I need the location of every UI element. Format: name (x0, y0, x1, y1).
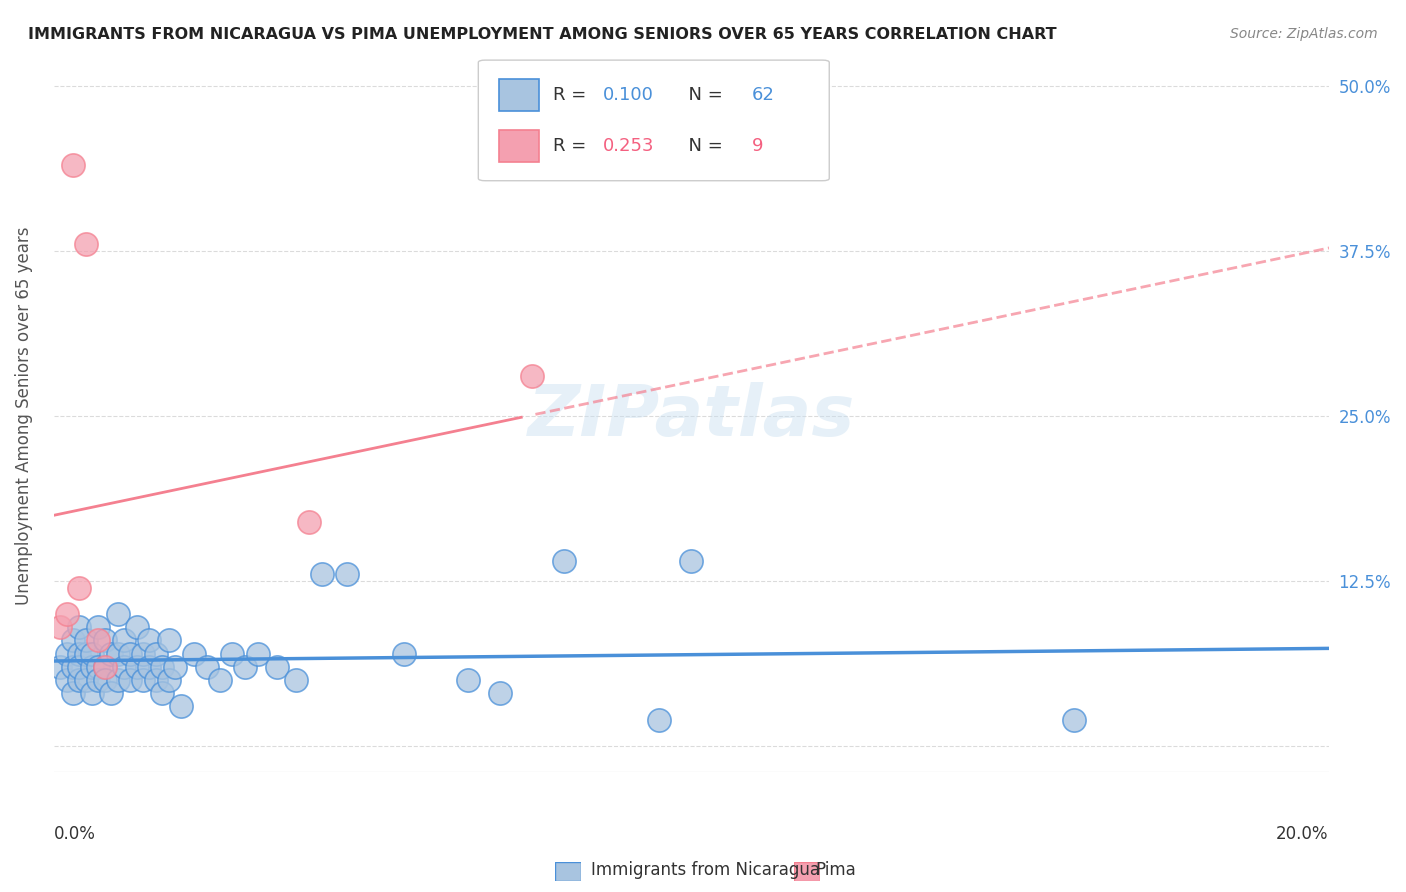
Point (67, 673, 90, 687)
Point (195, 660, 218, 674)
Point (208, 673, 231, 687)
Point (157, 673, 180, 687)
FancyBboxPatch shape (499, 129, 538, 162)
Point (489, 686, 512, 700)
Text: ZIPatlas: ZIPatlas (527, 382, 855, 450)
Point (49, 620, 72, 634)
Point (62, 660, 84, 674)
Point (107, 607, 129, 621)
Point (125, 620, 148, 634)
Point (394, 647, 416, 661)
Text: 62: 62 (752, 86, 775, 103)
Point (157, 633, 180, 648)
Point (107, 647, 129, 661)
Point (67, 620, 90, 634)
Point (150, 660, 173, 674)
Point (125, 660, 148, 674)
Point (100, 647, 122, 661)
Point (648, 713, 671, 727)
Text: Source: ZipAtlas.com: Source: ZipAtlas.com (1230, 27, 1378, 41)
Point (553, 554, 575, 568)
Point (132, 673, 155, 687)
Point (112, 660, 135, 674)
Point (163, 660, 186, 674)
Point (681, 554, 703, 568)
Text: 20.0%: 20.0% (1277, 825, 1329, 843)
Point (75, 673, 97, 687)
Text: Immigrants from Nicaragua: Immigrants from Nicaragua (591, 861, 820, 879)
Point (138, 660, 160, 674)
Text: R =: R = (553, 86, 592, 103)
Point (87, 673, 110, 687)
Point (94, 633, 117, 648)
Point (170, 699, 193, 714)
Point (67, 647, 90, 661)
Text: Pima: Pima (815, 861, 856, 879)
Text: 0.100: 0.100 (603, 86, 654, 103)
Point (221, 647, 243, 661)
Point (62, 686, 84, 700)
Point (285, 673, 308, 687)
Point (183, 647, 205, 661)
Point (80, 647, 103, 661)
Point (457, 673, 479, 687)
Point (138, 633, 160, 648)
FancyBboxPatch shape (499, 78, 538, 112)
Y-axis label: Unemployment Among Seniors over 65 years: Unemployment Among Seniors over 65 years (15, 227, 32, 606)
Point (298, 515, 321, 529)
Point (120, 673, 142, 687)
Point (87, 633, 110, 648)
Point (1063, 713, 1085, 727)
Text: 0.0%: 0.0% (53, 825, 96, 843)
Point (336, 567, 359, 582)
Text: 0.253: 0.253 (603, 137, 655, 155)
Point (311, 567, 333, 582)
Point (80, 660, 103, 674)
Text: 9: 9 (752, 137, 763, 155)
Point (87, 620, 110, 634)
Point (246, 647, 269, 661)
Point (100, 686, 122, 700)
Point (145, 673, 167, 687)
Point (55, 607, 77, 621)
Point (145, 647, 167, 661)
Point (87, 660, 110, 674)
Point (75, 237, 97, 252)
Point (67, 581, 90, 595)
Point (132, 647, 155, 661)
Point (67, 660, 90, 674)
Text: N =: N = (678, 137, 728, 155)
Point (94, 660, 117, 674)
Point (94, 660, 117, 674)
Point (120, 647, 142, 661)
Point (55, 673, 77, 687)
Point (49, 660, 72, 674)
Point (75, 633, 97, 648)
Point (112, 633, 135, 648)
Point (75, 647, 97, 661)
Text: IMMIGRANTS FROM NICARAGUA VS PIMA UNEMPLOYMENT AMONG SENIORS OVER 65 YEARS CORRE: IMMIGRANTS FROM NICARAGUA VS PIMA UNEMPL… (28, 27, 1057, 42)
Point (150, 686, 173, 700)
Point (94, 673, 117, 687)
Text: R =: R = (553, 137, 592, 155)
Point (62, 633, 84, 648)
Point (80, 686, 103, 700)
Point (233, 660, 256, 674)
Point (266, 660, 288, 674)
Point (55, 647, 77, 661)
Point (62, 158, 84, 172)
Text: N =: N = (678, 86, 728, 103)
Point (520, 369, 543, 384)
Point (107, 673, 129, 687)
FancyBboxPatch shape (478, 60, 830, 181)
